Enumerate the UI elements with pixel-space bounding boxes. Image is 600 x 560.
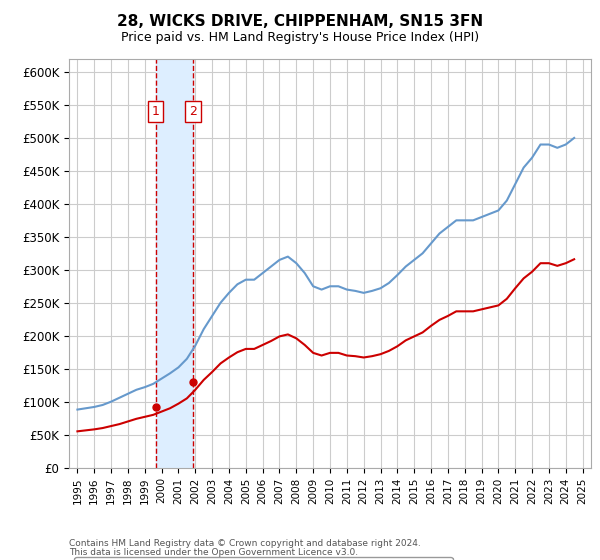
Text: Price paid vs. HM Land Registry's House Price Index (HPI): Price paid vs. HM Land Registry's House …	[121, 31, 479, 44]
Text: 1: 1	[152, 105, 160, 118]
Text: Contains HM Land Registry data © Crown copyright and database right 2024.: Contains HM Land Registry data © Crown c…	[69, 539, 421, 548]
Text: This data is licensed under the Open Government Licence v3.0.: This data is licensed under the Open Gov…	[69, 548, 358, 557]
Bar	[155, 59, 193, 468]
Legend: 28, WICKS DRIVE, CHIPPENHAM, SN15 3FN (detached house), HPI: Average price, deta: 28, WICKS DRIVE, CHIPPENHAM, SN15 3FN (d…	[74, 557, 452, 560]
Text: 2: 2	[189, 105, 197, 118]
Text: 28, WICKS DRIVE, CHIPPENHAM, SN15 3FN: 28, WICKS DRIVE, CHIPPENHAM, SN15 3FN	[117, 14, 483, 29]
